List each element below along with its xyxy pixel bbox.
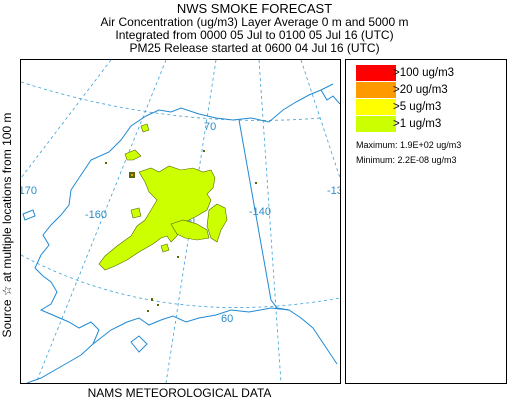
maximum-value: Maximum: 1.9E+02 ug/m3 <box>356 140 462 150</box>
legend-swatch-orange <box>356 81 396 98</box>
alaska-peninsula <box>26 343 94 383</box>
label-lat-60: 60 <box>221 313 233 325</box>
alaska-west-coast <box>34 177 100 345</box>
legend-swatch-red <box>356 64 396 81</box>
lon-150-line <box>165 60 217 383</box>
smoke-plume-nw <box>124 149 142 161</box>
minimum-value: Minimum: 2.2E-08 ug/m3 <box>356 155 457 165</box>
canada-coast <box>320 89 340 105</box>
legend-label: >100 ug/m3 <box>393 66 455 79</box>
smoke-plume-small-1 <box>130 207 142 219</box>
coastline <box>22 83 340 383</box>
kodiak-island <box>130 335 148 353</box>
alaska-map: 70 60 -170 -160 -150 -140 -130 <box>21 60 340 383</box>
label-lon-160: -160 <box>85 209 107 221</box>
legend-swatch-green <box>356 115 396 132</box>
legend-panel: >100 ug/m3 >20 ug/m3 >5 ug/m3 >1 ug/m3 M… <box>345 59 507 384</box>
source-markers <box>105 150 257 312</box>
legend-item-1: >1 ug/m3 <box>356 115 441 132</box>
lon-130-line <box>300 60 340 179</box>
smoke-plume-north <box>140 123 150 133</box>
legend-item-100: >100 ug/m3 <box>356 64 454 81</box>
lon-160-line <box>35 60 167 383</box>
smoke-speck-3 <box>157 304 159 306</box>
map-panel: 70 60 -170 -160 -150 -140 -130 <box>20 59 341 384</box>
smoke-speck-7 <box>177 256 179 258</box>
alaska-south-coast <box>92 307 338 365</box>
legend-label: >1 ug/m3 <box>393 117 442 130</box>
smoke-speck-2 <box>151 298 153 301</box>
legend-label: >20 ug/m3 <box>393 83 448 96</box>
label-lon-140: -140 <box>249 206 271 218</box>
smoke-plume-center <box>170 219 210 241</box>
smoke-plume-east <box>206 203 228 243</box>
smoke-plume-small-2 <box>160 243 170 253</box>
st-lawrence-island <box>22 209 36 221</box>
subtitle-concentration: Air Concentration (ug/m3) Layer Average … <box>100 15 409 29</box>
smoke-speck-4 <box>147 310 149 312</box>
subtitle-release: PM25 Release started at 0600 04 Jul 16 (… <box>129 41 380 55</box>
chart-title: NWS SMOKE FORECAST <box>176 1 333 16</box>
alaska-north-coast <box>78 83 334 179</box>
label-lon-130: -130 <box>327 185 340 197</box>
subtitle-integration: Integrated from 0000 05 Jul to 0100 05 J… <box>115 28 394 42</box>
source-side-label: Source ☆ at multiple locations from 100 … <box>0 112 14 338</box>
smoke-speck-6 <box>255 182 257 184</box>
label-lon-170: -170 <box>21 185 37 197</box>
legend-item-5: >5 ug/m3 <box>356 98 441 115</box>
smoke-plume <box>98 123 228 271</box>
legend-label: >5 ug/m3 <box>393 100 442 113</box>
source-cluster-core <box>131 174 133 176</box>
smoke-speck-1 <box>105 162 107 164</box>
label-lat-70: 70 <box>204 121 216 133</box>
smoke-plume-main <box>98 165 216 271</box>
legend-swatch-yellow <box>356 98 396 115</box>
legend-item-20: >20 ug/m3 <box>356 81 448 98</box>
lon-140-line <box>258 60 282 383</box>
smoke-speck-5 <box>203 150 205 152</box>
lon-170-line <box>21 60 112 179</box>
lat-70-line <box>21 81 322 121</box>
graticule <box>21 60 340 383</box>
lat-60-line <box>21 254 340 308</box>
canada-border <box>238 119 290 311</box>
data-source-footer: NAMS METEOROLOGICAL DATA <box>87 386 272 400</box>
